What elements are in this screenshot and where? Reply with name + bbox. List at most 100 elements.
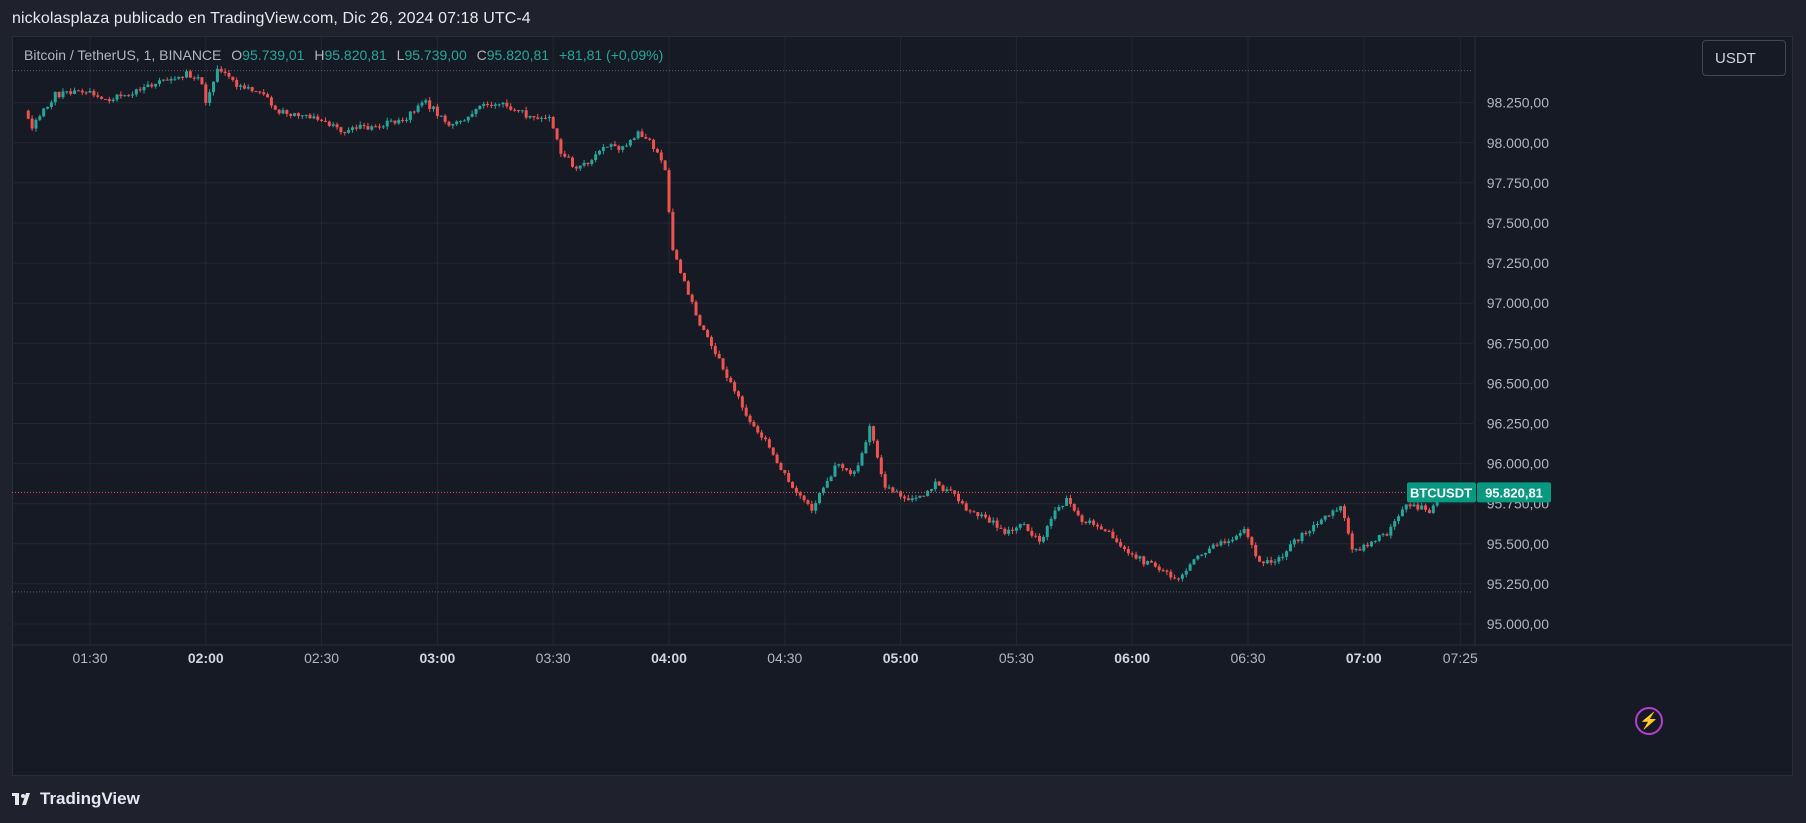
candle-body — [1258, 556, 1262, 562]
last-price-tag: BTCUSDT 95.820,81 — [1407, 482, 1551, 503]
price-tick-label: 97.500,00 — [1487, 215, 1549, 231]
candle-body — [910, 498, 914, 501]
candle-body — [725, 369, 729, 378]
candle-body — [1269, 560, 1273, 563]
candle-body — [864, 442, 868, 454]
candle-body — [1366, 544, 1370, 547]
candle-body — [818, 492, 822, 504]
candle-body — [88, 90, 92, 93]
candle-body — [1041, 536, 1045, 542]
candle-body — [200, 77, 204, 85]
candle-body — [1288, 544, 1292, 552]
candle-body — [667, 170, 671, 212]
candle-body — [208, 92, 212, 103]
candle-body — [713, 345, 717, 354]
candle-body — [605, 146, 609, 148]
candle-body — [582, 162, 586, 166]
candle-body — [806, 500, 810, 504]
candle-body — [412, 111, 416, 113]
candle-body — [1146, 561, 1150, 565]
symbol-tag-background — [1407, 482, 1476, 503]
candle-body — [354, 127, 358, 129]
tradingview-logo-icon — [12, 793, 30, 805]
candle-body — [1095, 524, 1099, 527]
candle-body — [96, 95, 100, 97]
candle-body — [1099, 526, 1103, 530]
candle-body — [343, 132, 347, 134]
candle-body — [655, 149, 659, 153]
ohlc-legend: Bitcoin / TetherUS, 1, BINANCE O95.739,0… — [24, 47, 663, 63]
candle-body — [547, 117, 551, 119]
candle-body — [250, 87, 254, 92]
candle-body — [308, 114, 312, 119]
candle-body — [1362, 544, 1366, 551]
candle-body — [1350, 533, 1354, 550]
candle-body — [555, 128, 559, 140]
candle-body — [1130, 553, 1134, 555]
candle-body — [489, 104, 493, 106]
candle-body — [1061, 505, 1065, 508]
candle-body — [1211, 544, 1215, 549]
candle-body — [466, 116, 470, 121]
footer-brand: TradingView — [40, 789, 140, 808]
candle-body — [679, 259, 683, 274]
candle-body — [810, 503, 814, 511]
candle-body — [312, 116, 316, 119]
price-tick-label: 96.750,00 — [1487, 335, 1549, 351]
candle-body — [142, 87, 146, 91]
candle-body — [246, 87, 250, 89]
candle-body — [652, 139, 656, 150]
candle-body — [1157, 566, 1161, 571]
candle-body — [493, 104, 497, 106]
candle-body — [362, 124, 366, 127]
candle-body — [443, 115, 447, 122]
candle-body — [1107, 530, 1111, 532]
candle-body — [1265, 560, 1269, 564]
candle-body — [188, 71, 192, 78]
lightning-icon[interactable]: ⚡ — [1635, 707, 1663, 735]
candle-body — [1219, 541, 1223, 546]
candle-body — [1358, 549, 1362, 551]
candle-body — [401, 119, 405, 121]
candle-body — [872, 426, 876, 441]
candle-body — [1045, 525, 1049, 537]
candle-body — [914, 497, 918, 499]
candle-body — [1192, 559, 1196, 565]
candle-body — [551, 117, 555, 129]
candle-body — [451, 124, 455, 126]
candle-body — [926, 490, 930, 497]
candle-body — [266, 94, 270, 98]
candles — [26, 65, 1443, 582]
candle-body — [416, 105, 420, 112]
candle-body — [408, 111, 412, 120]
candle-body — [895, 491, 899, 493]
candle-body — [821, 487, 825, 493]
candle-body — [991, 520, 995, 523]
price-tag-background — [1477, 482, 1551, 503]
candle-body — [1285, 551, 1289, 557]
candle-body — [1404, 504, 1408, 510]
price-tick-label: 96.000,00 — [1487, 456, 1549, 472]
candle-body — [219, 68, 223, 72]
candle-body — [995, 520, 999, 528]
candle-body — [860, 453, 864, 466]
candle-body — [1022, 524, 1026, 526]
candle-body — [764, 437, 767, 440]
candle-body — [273, 105, 277, 110]
price-tick-label: 95.000,00 — [1487, 616, 1549, 632]
candle-body — [949, 489, 953, 491]
candle-body — [381, 126, 385, 128]
candle-body — [837, 464, 841, 466]
candle-body — [879, 457, 883, 475]
chart-panel[interactable] — [12, 36, 1793, 776]
candle-body — [964, 503, 968, 511]
candle-body — [532, 116, 536, 118]
currency-button[interactable]: USDT — [1702, 40, 1786, 76]
candle-body — [169, 78, 173, 81]
candle-body — [756, 426, 760, 433]
candle-body — [405, 119, 409, 121]
time-tick-label: 03:30 — [536, 650, 571, 666]
candle-body — [127, 95, 131, 97]
candle-body — [1389, 526, 1393, 536]
